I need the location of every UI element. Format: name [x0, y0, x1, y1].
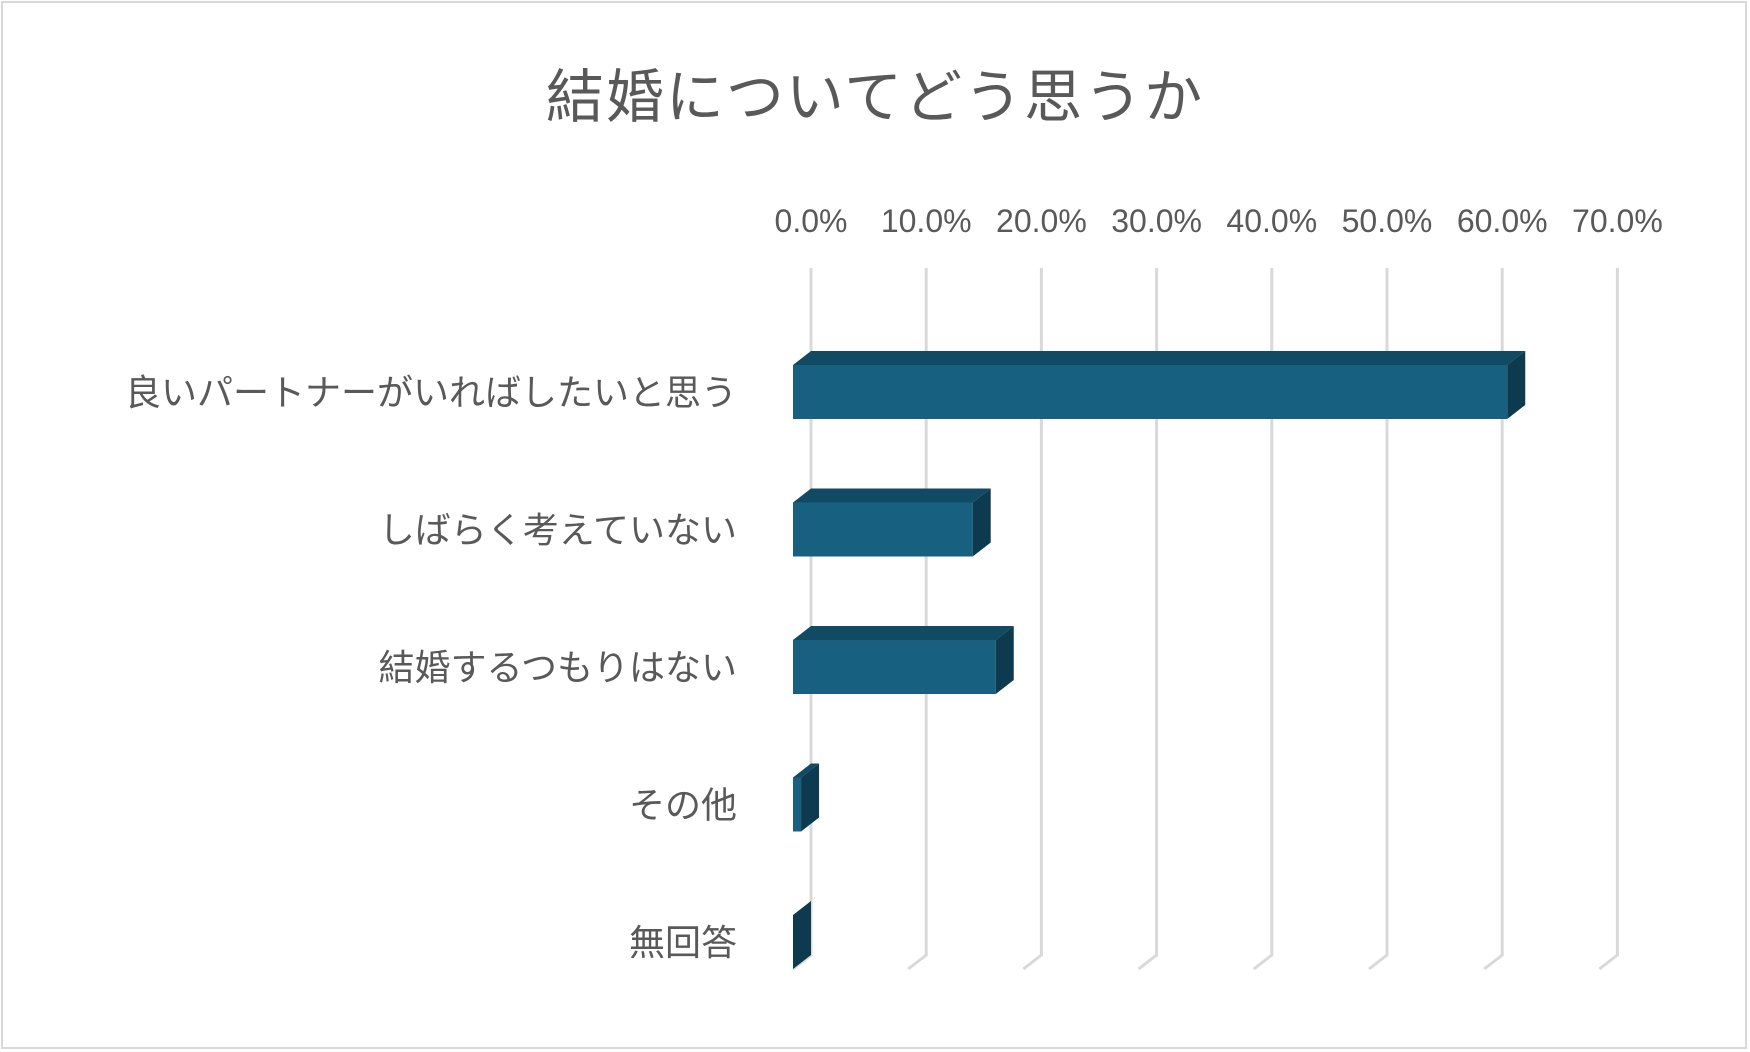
bar [793, 901, 811, 969]
bar [793, 626, 1014, 694]
bar-front-face [793, 640, 996, 694]
category-label: 良いパートナーがいればしたいと思う [125, 373, 737, 414]
bar-front-face [793, 365, 1508, 419]
bar-top-face [793, 351, 1526, 365]
x-tick-label: 40.0% [1226, 203, 1317, 239]
x-tick-label: 70.0% [1572, 203, 1663, 239]
gridline [1368, 268, 1389, 971]
category-label: しばらく考えていない [379, 511, 737, 552]
bar-top-face [793, 626, 1014, 640]
x-tick-label: 30.0% [1111, 203, 1202, 239]
bar [793, 351, 1526, 419]
gridline [1598, 268, 1619, 971]
x-tick-labels: 0.0% 10.0% 20.0% 30.0% 40.0% 50.0% 60.0% 70.0% [775, 203, 1663, 239]
x-tick-label: 50.0% [1342, 203, 1433, 239]
x-tick-label: 20.0% [996, 203, 1087, 239]
bar-front-face [793, 502, 973, 557]
category-label: その他 [629, 786, 737, 827]
gridline [1252, 268, 1274, 971]
category-label: 無回答 [629, 923, 737, 964]
category-labels: 良いパートナーがいればしたいと思うしばらく考えていない結婚するつもりはないその他… [125, 373, 737, 964]
bar-side-face [801, 763, 820, 832]
bar-top-face [793, 488, 991, 503]
gridline [1137, 268, 1159, 971]
bar-front-face [793, 777, 802, 832]
gridline [1022, 268, 1043, 971]
bar-side-face [995, 626, 1014, 694]
bar [793, 763, 820, 832]
x-tick-label: 10.0% [881, 203, 972, 239]
gridline [1483, 268, 1504, 971]
bar [793, 488, 991, 557]
bar-side-face [793, 901, 811, 969]
bar-top-face [793, 763, 820, 778]
bar-side-face [972, 488, 991, 557]
chart-title: 結婚についてどう思うか [545, 63, 1205, 131]
bar-side-face [1507, 351, 1526, 419]
x-tick-label: 60.0% [1457, 203, 1548, 239]
category-label: 結婚するつもりはない [378, 648, 737, 689]
bars [793, 351, 1526, 969]
x-tick-label: 0.0% [775, 203, 848, 239]
